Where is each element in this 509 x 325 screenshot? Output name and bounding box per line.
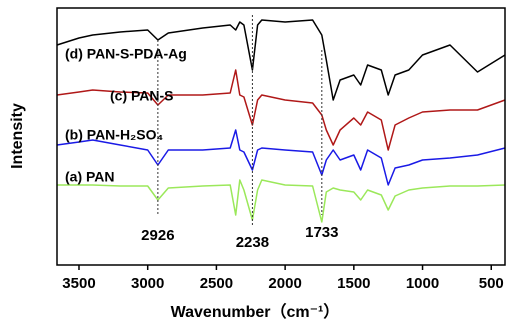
y-axis-label: Intensity <box>9 103 26 169</box>
series-label: (d) PAN-S-PDA-Ag <box>65 46 187 62</box>
series-line <box>56 129 506 186</box>
series-label: (a) PAN <box>65 169 115 185</box>
x-tick-label: 1000 <box>406 275 439 292</box>
x-tick-label: 500 <box>479 275 504 292</box>
peak-label: 2926 <box>141 227 174 244</box>
x-tick-label: 1500 <box>337 275 370 292</box>
peak-label: 2238 <box>236 234 269 251</box>
x-axis-label: Wavenumber（cm⁻¹） <box>171 303 340 321</box>
series-line <box>57 179 506 223</box>
series-label: (b) PAN-H₂SO₄ <box>65 127 163 143</box>
series-label: (c) PAN-S <box>110 88 174 104</box>
peak-label: 1733 <box>305 224 338 241</box>
series-line <box>56 19 506 101</box>
x-tick-label: 3000 <box>131 275 164 292</box>
series-line <box>56 69 506 151</box>
x-tick-label: 2500 <box>200 275 233 292</box>
x-tick-label: 3500 <box>62 275 95 292</box>
x-tick-label: 2000 <box>268 275 301 292</box>
plot-frame <box>56 7 506 266</box>
